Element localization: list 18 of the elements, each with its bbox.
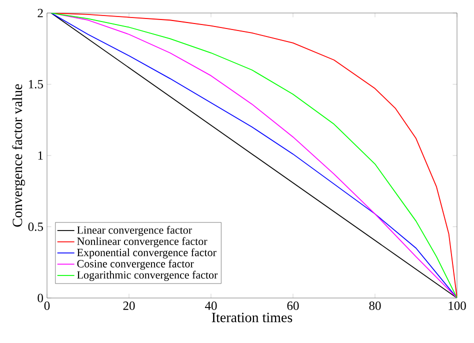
x-tick-label: 40 <box>205 302 217 310</box>
y-axis-title: Convergence factor value <box>12 84 26 227</box>
y-tick-label: 2 <box>38 8 43 18</box>
x-tick-label: 20 <box>123 302 135 310</box>
x-tick-label: 60 <box>287 302 299 310</box>
legend-label: Cosine convergence factor <box>77 260 194 270</box>
legend-label: Exponential convergence factor <box>77 248 216 258</box>
x-tick-label: 100 <box>448 302 466 310</box>
x-tick-label: 0 <box>44 302 50 310</box>
y-tick-label: 0.5 <box>28 222 43 231</box>
legend-label: Logarithmic convergence factor <box>77 270 218 281</box>
legend-label: Nonlinear convergence factor <box>77 237 208 248</box>
x-axis-title: Iteration times <box>212 312 292 322</box>
y-tick-label: 1.5 <box>28 80 43 88</box>
legend-label: Linear convergence factor <box>77 226 192 236</box>
y-tick-label: 1 <box>38 151 43 160</box>
x-tick-label: 80 <box>369 302 381 310</box>
y-tick-label: 0 <box>38 294 44 302</box>
